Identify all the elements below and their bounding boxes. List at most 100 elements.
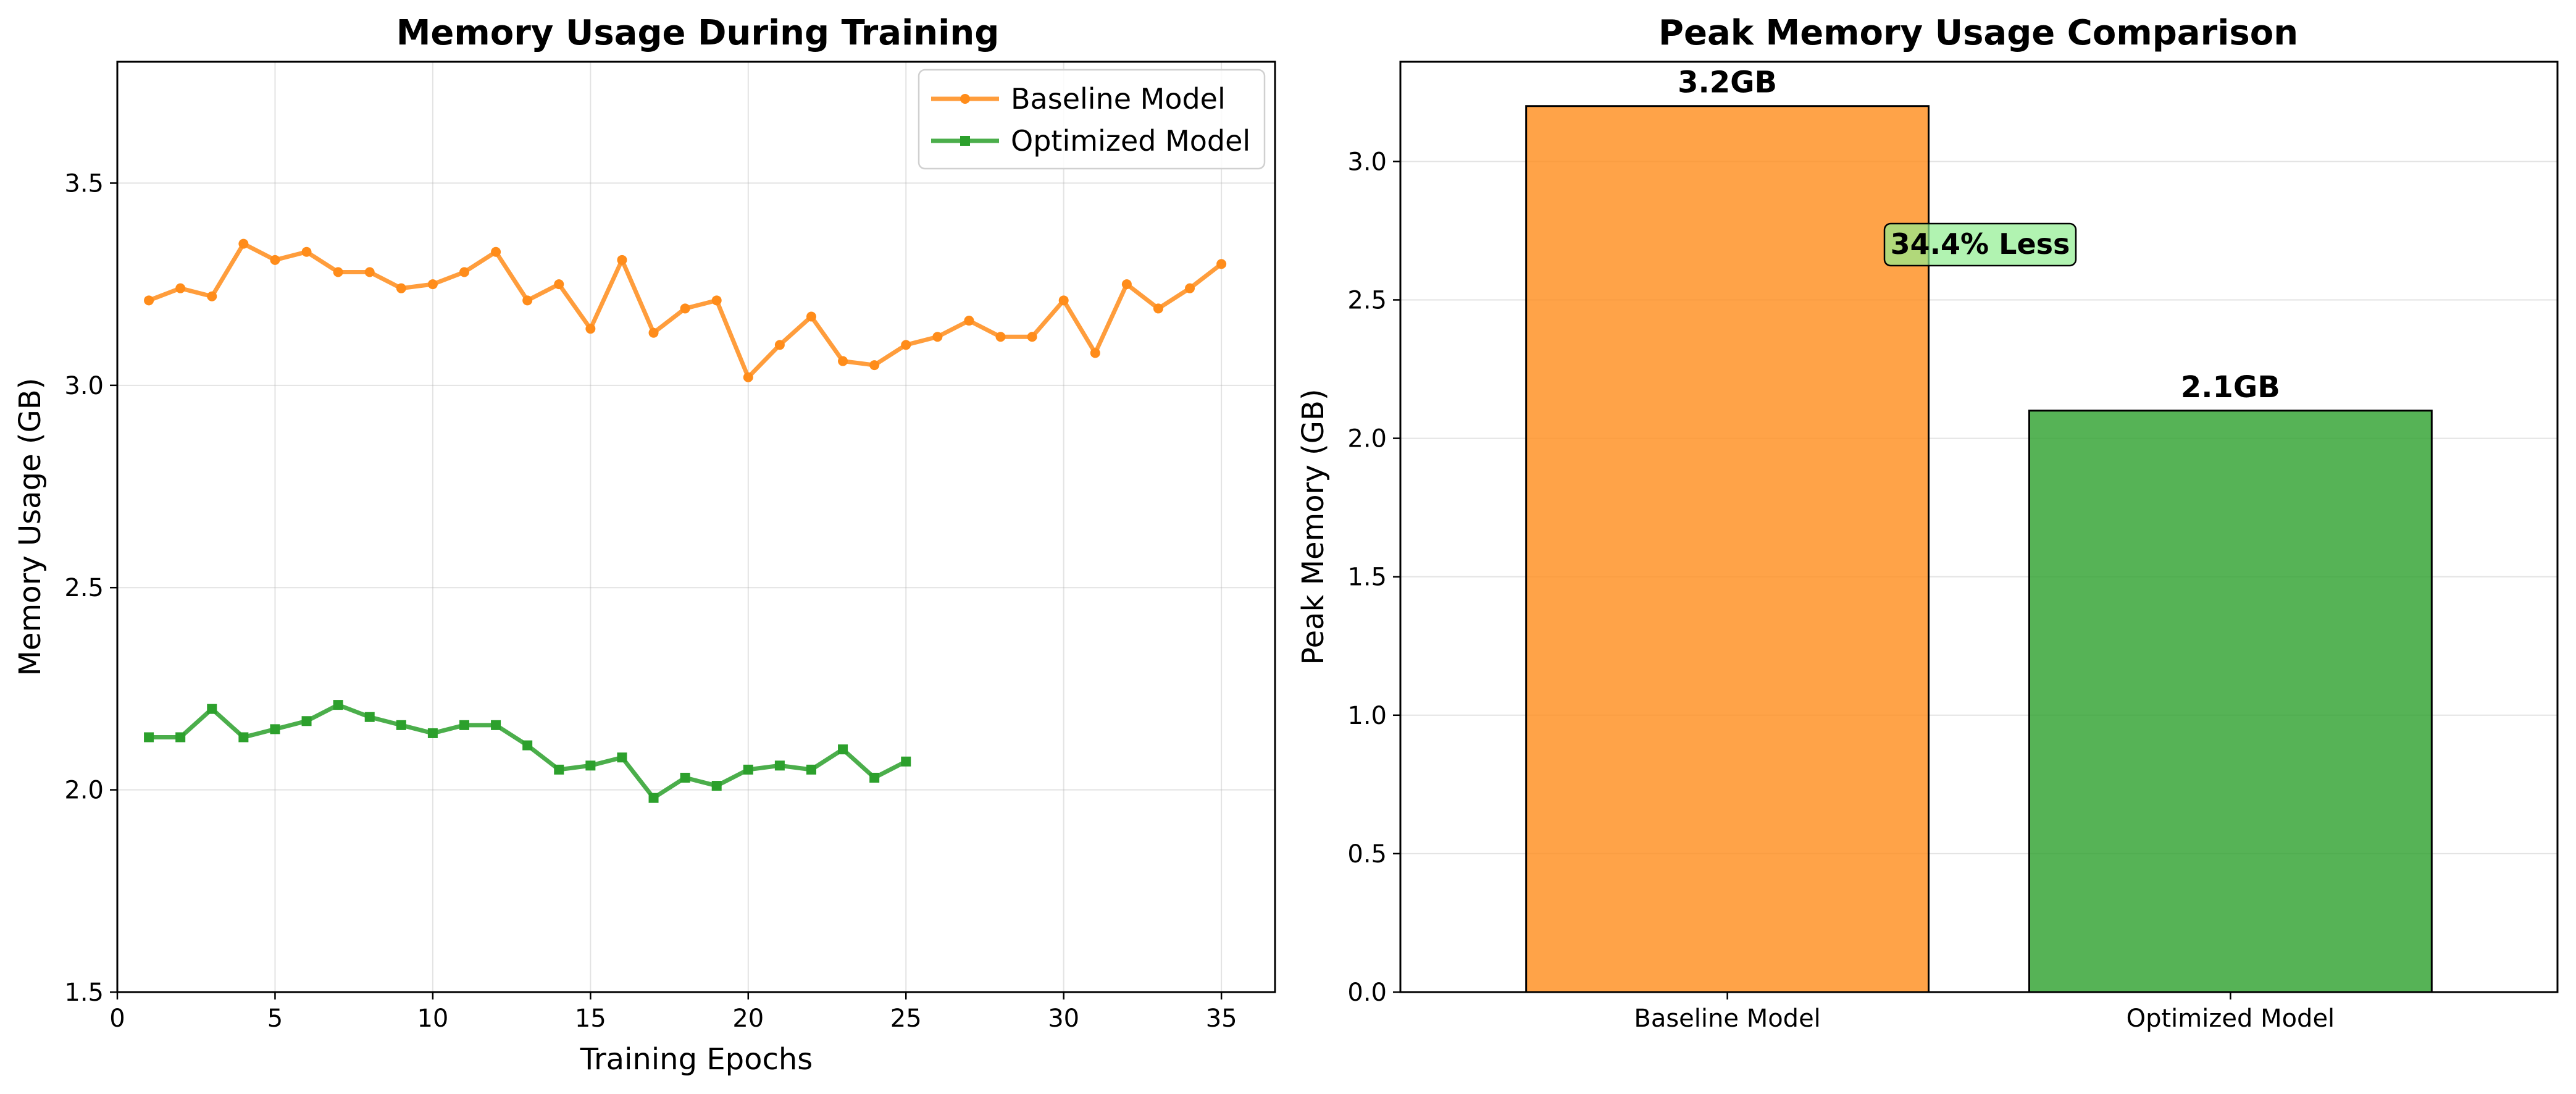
y-tick-label: 3.0 [1347,148,1387,176]
line-chart-x-ticks: 0 5 10 15 20 25 30 35 [109,992,1237,1033]
data-point-optimized [238,732,249,743]
y-tick-label: 2.5 [64,574,104,602]
data-point-optimized [144,732,154,743]
data-point-baseline [144,295,154,306]
data-point-baseline [491,246,501,257]
data-point-optimized [522,740,533,751]
annotation-text: 34.4% Less [1891,227,2070,261]
x-tick-label: 5 [267,1004,283,1033]
legend-entry-optimized: Optimized Model [931,124,1250,158]
data-point-optimized [396,720,406,730]
bar-chart-y-axis-label: Peak Memory (GB) [1296,389,1331,665]
data-point-optimized [301,716,312,726]
y-tick-label: 2.5 [1347,286,1387,314]
data-point-baseline [238,238,249,249]
data-point-baseline [1153,303,1163,314]
y-tick-label: 3.0 [64,372,104,400]
x-tick-label: 25 [890,1004,922,1033]
y-tick-label: 1.5 [64,978,104,1007]
data-point-optimized [333,700,343,710]
bar-chart-bars [1525,105,2433,993]
data-point-baseline [459,267,469,277]
y-tick-label: 0.5 [1347,840,1387,869]
data-point-optimized [364,712,375,722]
data-point-optimized [491,720,501,730]
x-tick-label: 35 [1206,1004,1237,1033]
data-point-baseline [1090,348,1100,358]
line-chart-memory-usage: Memory Usage During Training 0 5 10 15 20 25 3… [13,13,1276,1077]
legend-label-baseline: Baseline Model [1011,82,1226,116]
x-tick-label: 20 [732,1004,764,1033]
data-point-optimized [648,793,659,803]
x-tick-label-optimized: Optimized Model [2126,1004,2335,1033]
data-point-baseline [774,340,785,350]
bar-chart-title: Peak Memory Usage Comparison [1658,13,2298,53]
line-chart-series [144,238,1227,803]
legend-box [918,69,1266,170]
data-point-baseline [648,327,659,338]
data-point-baseline [1058,295,1069,306]
data-point-optimized [869,772,880,783]
data-point-baseline [617,255,627,265]
x-tick-label: 10 [417,1004,448,1033]
bar-baseline [1525,105,1930,993]
data-point-baseline [995,332,1006,342]
legend-marker-optimized [960,136,970,146]
bar-chart-plot-frame [1399,61,2559,993]
data-point-optimized [838,744,848,755]
x-tick-label: 30 [1048,1004,1079,1033]
data-point-baseline [364,267,375,277]
legend-label-optimized: Optimized Model [1011,124,1250,158]
y-tick-label: 0.0 [1347,978,1387,1007]
data-point-optimized [774,760,785,771]
y-tick-label: 2.0 [1347,425,1387,453]
data-point-optimized [743,764,753,775]
data-point-optimized [270,724,280,734]
bar-chart-y-ticks: 0.0 0.5 1.0 1.5 2.0 2.5 3.0 [1347,148,1400,1007]
legend-marker-baseline [960,94,970,104]
data-point-baseline [396,283,406,293]
line-chart-y-axis-label: Memory Usage (GB) [13,378,48,676]
annotation-box [1883,222,2077,267]
data-point-optimized [427,728,438,738]
x-tick-label-baseline: Baseline Model [1634,1004,1820,1033]
data-point-baseline [838,356,848,366]
data-point-baseline [901,340,911,350]
data-point-baseline [427,279,438,290]
x-tick-label: 15 [575,1004,606,1033]
bar-chart-peak-memory: Peak Memory Usage Comparison Baseline Mo… [1296,13,2559,1033]
data-point-baseline [270,255,280,265]
y-tick-label: 1.5 [1347,563,1387,592]
data-point-baseline [964,316,974,326]
legend-entry-baseline: Baseline Model [931,82,1226,116]
y-tick-label: 3.5 [64,169,104,198]
data-point-baseline [869,360,880,371]
data-point-baseline [1185,283,1195,293]
line-chart-x-axis-label: Training Epochs [580,1042,813,1077]
data-point-optimized [459,720,469,730]
data-point-optimized [680,772,690,783]
data-point-baseline [522,295,533,306]
data-point-optimized [806,764,816,775]
data-point-baseline [333,267,343,277]
data-point-baseline [806,311,816,322]
line-chart-legend: Baseline Model Optimized Model [918,69,1266,170]
data-point-baseline [711,295,722,306]
data-point-optimized [617,752,627,763]
y-tick-label: 1.0 [1347,702,1387,730]
data-point-optimized [711,781,722,791]
data-point-baseline [680,303,690,314]
x-tick-label: 0 [109,1004,125,1033]
data-point-baseline [743,372,753,382]
data-point-baseline [1121,279,1132,290]
data-point-baseline [1216,259,1227,269]
data-point-baseline [175,283,186,293]
data-point-baseline [207,291,217,301]
series-line-optimized [149,702,907,801]
data-point-baseline [554,279,564,290]
bar-value-label-optimized: 2.1GB [2181,370,2280,405]
y-tick-label: 2.0 [64,776,104,805]
reduction-annotation: 34.4% Less [1883,222,2077,267]
data-point-optimized [585,760,596,771]
